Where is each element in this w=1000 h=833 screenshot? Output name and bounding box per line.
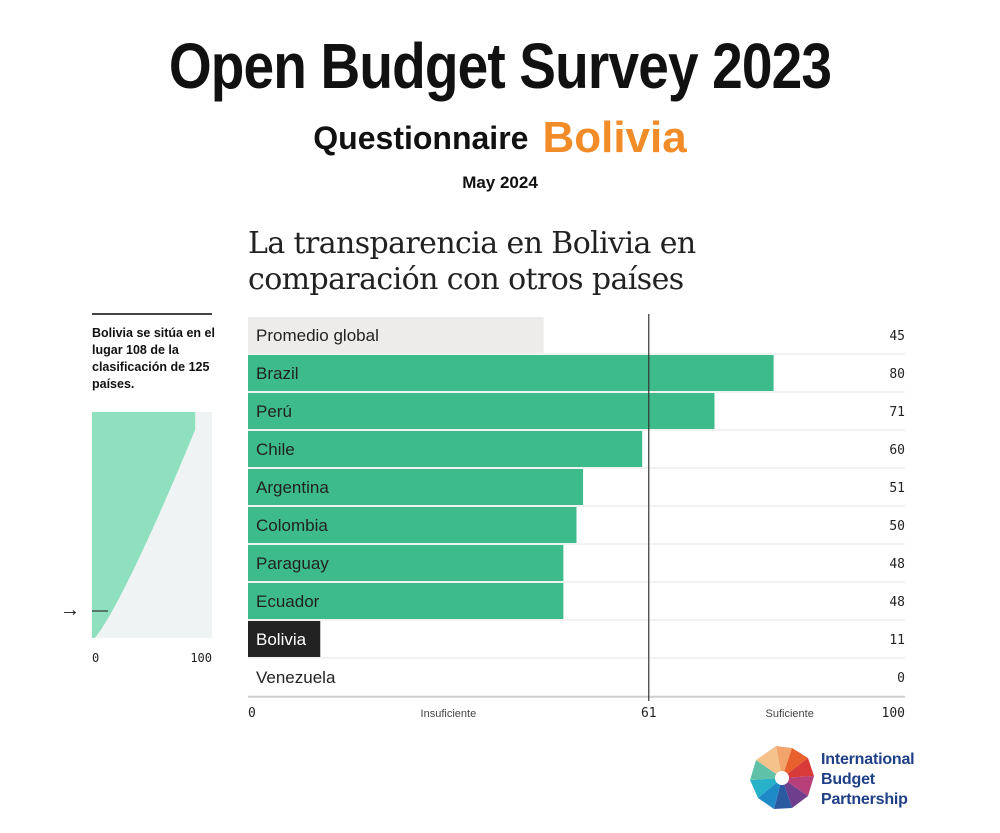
bar [248, 469, 584, 505]
bar [248, 507, 577, 543]
x-tick-100: 100 [882, 706, 905, 721]
bar-row: Argentina 51 [248, 469, 905, 507]
bar-row: Brazil 80 [248, 355, 905, 393]
bar-row: Chile 60 [248, 431, 905, 469]
bar-value-label: 50 [889, 519, 905, 534]
bar-value-label: 71 [889, 405, 905, 420]
side-divider [92, 313, 212, 315]
bar-category-label: Argentina [256, 478, 329, 497]
bar [248, 317, 544, 353]
bar-value-label: 48 [889, 557, 905, 572]
bar-row: Perú 71 [248, 393, 905, 431]
bar-category-label: Bolivia [256, 630, 307, 649]
ranking-distribution-chart: 0 100 [92, 412, 212, 665]
bar [248, 583, 564, 619]
bar-value-label: 80 [889, 367, 905, 382]
bar-category-label: Chile [256, 440, 295, 459]
bar-category-label: Ecuador [256, 592, 320, 611]
bar-value-label: 51 [889, 481, 905, 496]
sufficient-label: Suficiente [766, 708, 814, 720]
bar-row: Promedio global 45 [248, 317, 905, 355]
bar-category-label: Paraguay [256, 554, 329, 573]
bar-row: Venezuela 0 [248, 668, 905, 697]
arrow-right-icon: → [60, 599, 80, 621]
chart-title: La transparencia en Bolivia en comparaci… [248, 226, 696, 297]
bar [248, 355, 774, 391]
ranking-x-tick-min: 0 [92, 651, 99, 665]
bar-category-label: Colombia [256, 516, 328, 535]
bar-row: Bolivia 11 [248, 621, 905, 659]
ibp-logo-icon [750, 746, 814, 809]
logo-line-2: Budget [821, 771, 875, 788]
x-tick-threshold: 61 [641, 706, 657, 721]
ranking-x-tick-max: 100 [190, 651, 212, 665]
bar-value-label: 48 [889, 595, 905, 610]
bar [248, 621, 321, 657]
bar-row: Ecuador 48 [248, 583, 905, 621]
logo-line-1: International [821, 751, 915, 768]
bar-value-label: 45 [889, 329, 905, 344]
comparison-bar-chart: Promedio global 45 Brazil 80 Perú 71 Chile 60 Ar… [248, 314, 905, 721]
bar [248, 545, 564, 581]
bar-value-label: 11 [889, 633, 905, 648]
bar-row: Paraguay 48 [248, 545, 905, 583]
publication-date: May 2024 [462, 173, 538, 192]
x-tick-0: 0 [248, 706, 256, 721]
bar-value-label: 0 [897, 671, 905, 686]
bar-category-label: Promedio global [256, 326, 379, 345]
page-title: Open Budget Survey 2023 [168, 30, 832, 102]
subtitle: Questionnaire Bolivia [0, 112, 1000, 164]
logo-line-3: Partnership [821, 791, 908, 808]
bar-value-label: 60 [889, 443, 905, 458]
rank-note: Bolivia se sitúa en el lugar 108 de la c… [92, 326, 215, 391]
bar [248, 431, 643, 467]
country-name: Bolivia [542, 113, 687, 162]
bar-category-label: Brazil [256, 364, 299, 383]
bar-category-label: Perú [256, 402, 292, 421]
insufficient-label: Insuficiente [421, 708, 477, 720]
bar-row: Colombia 50 [248, 507, 905, 545]
bar-category-label: Venezuela [256, 668, 336, 687]
bar [248, 393, 715, 429]
ranking-distribution-area [92, 412, 196, 638]
ibp-logo-text: International Budget Partnership [821, 750, 915, 810]
questionnaire-label: Questionnaire [313, 120, 529, 156]
